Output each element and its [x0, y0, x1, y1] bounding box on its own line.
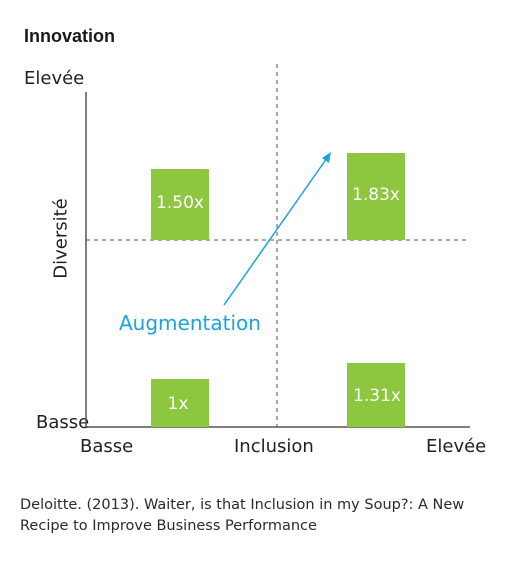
y-axis-low-label: Basse [36, 412, 90, 433]
bar-value-label: 1.50x [156, 193, 204, 213]
y-axis-high-label: Elevée [24, 68, 85, 89]
arrow-label: Augmentation [119, 311, 261, 335]
quadrant-bar-low-inclusion-high-diversity: 1.50x [151, 169, 209, 240]
x-axis-title: Inclusion [234, 436, 314, 457]
quadrant-bar-high-inclusion-high-diversity: 1.83x [347, 153, 405, 240]
augmentation-arrow [223, 152, 331, 306]
arrow-head-icon [322, 152, 331, 163]
bar-value-label: 1.31x [353, 386, 401, 406]
quadrant-bar-high-inclusion-low-diversity: 1.31x [347, 363, 405, 427]
x-axis-low-label: Basse [80, 436, 134, 457]
page-title: Innovation [24, 26, 115, 46]
bar-value-label: 1x [168, 394, 189, 414]
quadrant-bar-low-inclusion-low-diversity: 1x [151, 379, 209, 427]
citation: Deloitte. (2013). Waiter, is that Inclus… [20, 497, 465, 534]
x-axis-high-label: Elevée [426, 436, 487, 457]
bar-value-label: 1.83x [352, 185, 400, 205]
